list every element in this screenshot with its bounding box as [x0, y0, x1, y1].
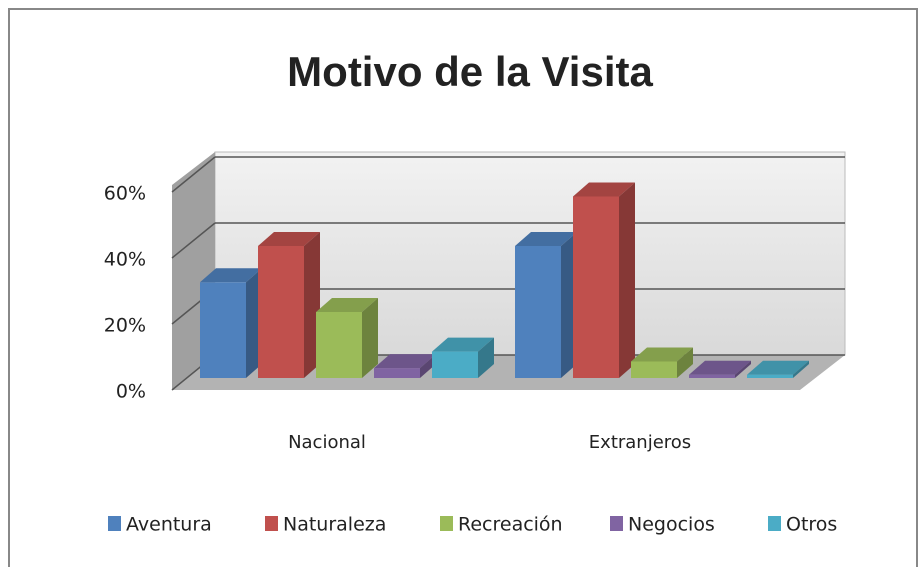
bar — [747, 374, 793, 378]
chart-title: Motivo de la Visita — [287, 48, 653, 95]
legend-swatch — [440, 516, 453, 531]
bar — [515, 246, 561, 378]
bar-top — [515, 232, 577, 246]
y-tick-label: 20% — [104, 315, 146, 337]
bar — [374, 368, 420, 378]
bar-side — [619, 182, 635, 378]
bar-side — [677, 347, 693, 378]
bar — [631, 361, 677, 378]
x-tick-label: Extranjeros — [589, 432, 691, 453]
legend-label: Naturaleza — [283, 514, 386, 536]
y-tick-label: 60% — [104, 183, 146, 205]
bar-side — [478, 337, 494, 378]
bar — [689, 374, 735, 378]
bar — [432, 351, 478, 378]
bar-top — [258, 232, 320, 246]
bar-top — [689, 360, 751, 375]
grid-line — [171, 156, 216, 193]
bar-top — [200, 268, 262, 283]
bar — [258, 246, 304, 378]
bar — [200, 282, 246, 378]
bar-side — [793, 360, 809, 378]
bar-top — [374, 354, 436, 369]
bar-top — [432, 337, 494, 352]
bar — [573, 196, 619, 378]
bar-side — [362, 298, 378, 378]
y-tick-label: 0% — [116, 381, 146, 403]
bar-top — [316, 298, 378, 312]
bar-top — [747, 360, 809, 375]
legend-label: Recreación — [458, 514, 563, 536]
legend-swatch — [610, 516, 623, 531]
legend-swatch — [108, 516, 121, 531]
legend-label: Negocios — [628, 514, 715, 536]
x-tick-label: Nacional — [288, 432, 366, 453]
bar — [316, 312, 362, 378]
y-tick-label: 40% — [104, 249, 146, 271]
bar-side — [735, 360, 751, 378]
legend-swatch — [265, 516, 278, 531]
bar-top — [631, 347, 693, 362]
bar-top — [573, 182, 635, 197]
legend-label: Aventura — [126, 514, 212, 536]
grid-line — [171, 222, 216, 259]
legend-swatch — [768, 516, 781, 531]
legend-label: Otros — [786, 514, 837, 536]
